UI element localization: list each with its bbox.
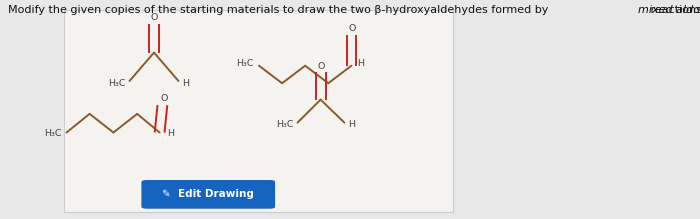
Text: H: H: [182, 79, 189, 88]
Text: H₃C: H₃C: [236, 58, 253, 68]
Text: mixed aldol: mixed aldol: [638, 5, 700, 16]
Text: O: O: [150, 13, 158, 22]
Text: O: O: [349, 24, 356, 34]
Text: H: H: [349, 120, 356, 129]
Text: H: H: [357, 58, 364, 68]
FancyBboxPatch shape: [141, 180, 275, 209]
Text: H₃C: H₃C: [276, 120, 294, 129]
Text: O: O: [160, 94, 167, 104]
Text: H: H: [167, 129, 174, 138]
Text: H₃C: H₃C: [43, 129, 62, 138]
Text: O: O: [318, 62, 325, 71]
Text: reactions.: reactions.: [647, 5, 700, 16]
Text: Modify the given copies of the starting materials to draw the two β-hydroxyaldeh: Modify the given copies of the starting …: [8, 5, 552, 16]
Text: ✎  Edit Drawing: ✎ Edit Drawing: [162, 189, 254, 199]
Text: H₃C: H₃C: [108, 79, 126, 88]
FancyBboxPatch shape: [64, 10, 453, 212]
